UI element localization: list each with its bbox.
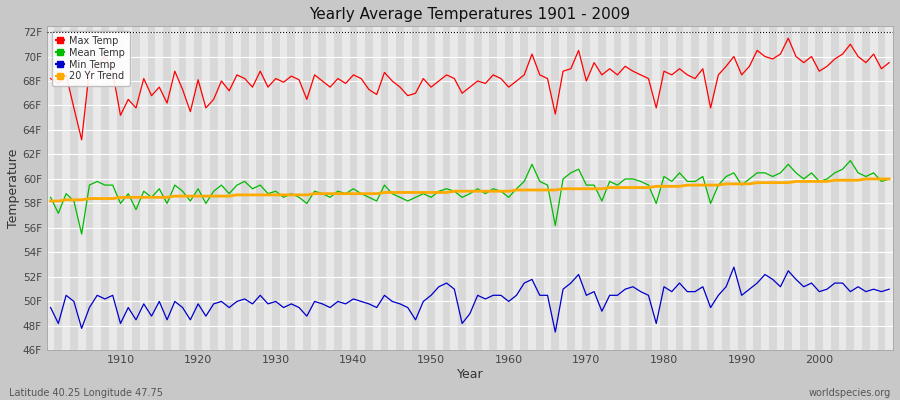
Bar bbox=[373, 26, 381, 350]
Bar bbox=[606, 26, 614, 350]
Bar bbox=[218, 26, 225, 350]
Bar bbox=[109, 26, 117, 350]
Bar bbox=[435, 26, 443, 350]
Bar bbox=[839, 26, 847, 350]
Bar bbox=[466, 26, 473, 350]
Bar bbox=[590, 26, 598, 350]
Bar bbox=[807, 26, 815, 350]
Bar bbox=[699, 26, 707, 350]
Bar bbox=[761, 26, 769, 350]
Bar bbox=[482, 26, 490, 350]
Bar bbox=[824, 26, 831, 350]
Bar bbox=[854, 26, 862, 350]
Bar bbox=[777, 26, 785, 350]
Bar bbox=[342, 26, 349, 350]
Bar bbox=[886, 26, 893, 350]
Bar bbox=[62, 26, 70, 350]
Bar bbox=[668, 26, 676, 350]
Bar bbox=[575, 26, 582, 350]
Bar bbox=[326, 26, 334, 350]
Bar bbox=[513, 26, 520, 350]
Bar bbox=[389, 26, 396, 350]
Text: worldspecies.org: worldspecies.org bbox=[809, 388, 891, 398]
Bar bbox=[357, 26, 365, 350]
Bar bbox=[683, 26, 691, 350]
Bar bbox=[186, 26, 194, 350]
Bar bbox=[544, 26, 552, 350]
Bar bbox=[140, 26, 148, 350]
Bar bbox=[730, 26, 738, 350]
Bar bbox=[47, 26, 55, 350]
Bar bbox=[419, 26, 428, 350]
Bar bbox=[264, 26, 272, 350]
Bar bbox=[156, 26, 163, 350]
Bar bbox=[233, 26, 241, 350]
Bar bbox=[528, 26, 536, 350]
Bar bbox=[497, 26, 505, 350]
Bar bbox=[171, 26, 179, 350]
Text: Latitude 40.25 Longitude 47.75: Latitude 40.25 Longitude 47.75 bbox=[9, 388, 163, 398]
X-axis label: Year: Year bbox=[456, 368, 483, 381]
Bar bbox=[280, 26, 287, 350]
Bar bbox=[94, 26, 101, 350]
Bar bbox=[869, 26, 878, 350]
Y-axis label: Temperature: Temperature bbox=[7, 148, 20, 228]
Title: Yearly Average Temperatures 1901 - 2009: Yearly Average Temperatures 1901 - 2009 bbox=[310, 7, 630, 22]
Bar bbox=[621, 26, 629, 350]
Bar bbox=[295, 26, 303, 350]
Bar bbox=[792, 26, 800, 350]
Bar bbox=[202, 26, 210, 350]
Bar bbox=[124, 26, 132, 350]
Bar bbox=[310, 26, 319, 350]
Legend: Max Temp, Mean Temp, Min Temp, 20 Yr Trend: Max Temp, Mean Temp, Min Temp, 20 Yr Tre… bbox=[51, 31, 130, 86]
Bar bbox=[745, 26, 753, 350]
Bar bbox=[559, 26, 567, 350]
Bar bbox=[248, 26, 256, 350]
Bar bbox=[451, 26, 458, 350]
Bar bbox=[637, 26, 644, 350]
Bar bbox=[652, 26, 660, 350]
Bar bbox=[715, 26, 722, 350]
Bar bbox=[77, 26, 86, 350]
Bar bbox=[404, 26, 411, 350]
